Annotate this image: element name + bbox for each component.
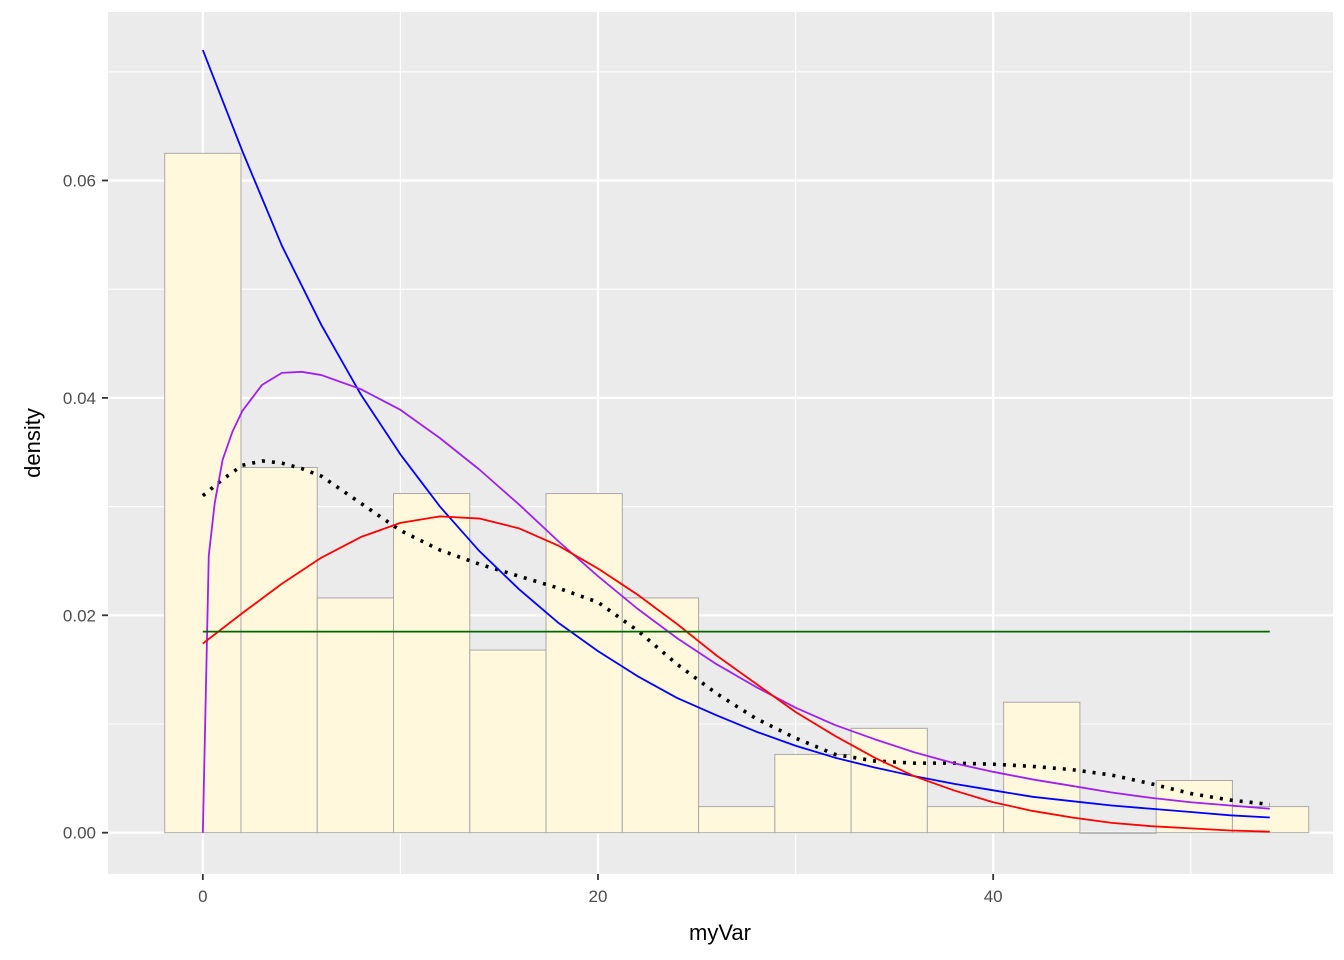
x-tick-label: 20 [589, 887, 608, 906]
y-tick-label: 0.02 [63, 606, 96, 625]
histogram-bar [545, 493, 623, 834]
histogram-bar [469, 649, 547, 834]
histogram-bar [1155, 780, 1233, 834]
histogram-bar [164, 152, 242, 834]
fitted-density-curve [202, 515, 1270, 833]
histogram-bar [698, 806, 776, 834]
histogram-bar [1079, 832, 1157, 834]
x-tick-label: 40 [984, 887, 1003, 906]
y-axis-title: density [20, 408, 45, 478]
x-axis-ticks: 0 20 40 [198, 874, 1003, 906]
empirical-density-curve [201, 459, 1270, 807]
y-axis-ticks: 0.00 0.02 0.04 0.06 [63, 171, 108, 843]
histogram-bars [164, 152, 1310, 834]
fitted-density-curve [201, 370, 1270, 833]
y-tick-label: 0.04 [63, 389, 96, 408]
histogram-bar [1003, 701, 1081, 834]
histogram-bar [240, 466, 318, 834]
y-tick-label: 0.06 [63, 171, 96, 190]
histogram-bar [1231, 806, 1310, 834]
density-curves [201, 49, 1270, 833]
histogram-bar [621, 597, 700, 834]
fitted-density-curve [202, 49, 1270, 819]
histogram-bar [926, 806, 1005, 834]
y-tick-label: 0.00 [63, 824, 96, 843]
histogram-bar [774, 753, 852, 834]
x-axis-title: myVar [689, 920, 751, 945]
histogram-bar [393, 493, 471, 834]
histogram-bar [316, 597, 395, 834]
histogram-bar [850, 727, 928, 834]
x-tick-label: 0 [198, 887, 207, 906]
